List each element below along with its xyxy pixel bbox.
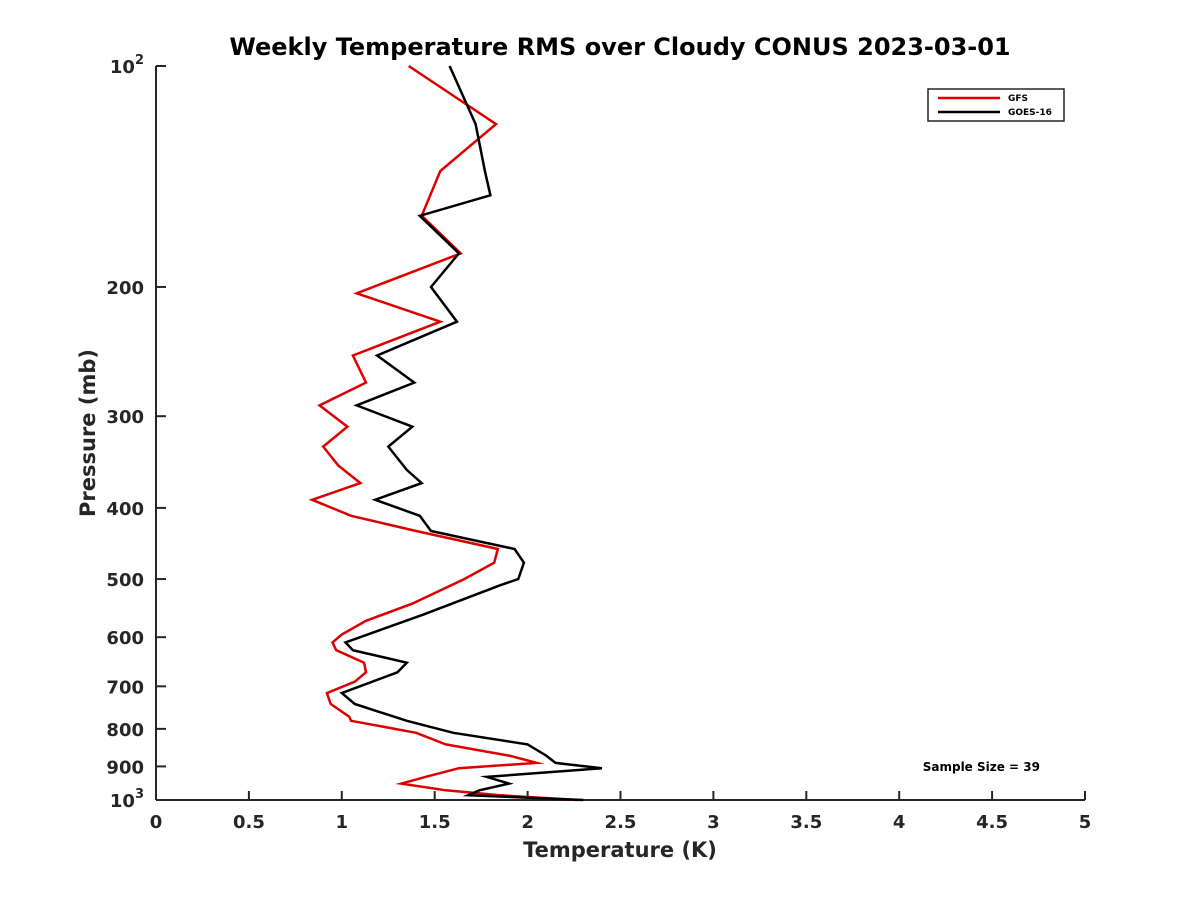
legend-box [927,88,1065,122]
y-tick-label: 700 [106,677,144,698]
chart-title: Weekly Temperature RMS over Cloudy CONUS… [229,33,1010,61]
y-axis-label: Pressure (mb) [76,349,100,517]
x-tick-label: 1 [336,812,349,833]
x-tick-label: 5 [1079,812,1092,833]
x-tick-label: 4.5 [976,812,1008,833]
x-tick-label: 3 [707,812,720,833]
y-tick-label: 900 [106,757,144,778]
y-tick-label: 102 [110,53,144,78]
legend-label: GOES-16 [1008,108,1052,118]
x-tick-label: 0.5 [233,812,265,833]
x-tick-label: 2.5 [605,812,637,833]
x-tick-label: 2 [521,812,534,833]
x-tick-label: 3.5 [790,812,822,833]
y-tick-label: 500 [106,570,144,591]
series-line-goes-16 [339,65,603,802]
sample-size-annotation: Sample Size = 39 [923,760,1040,774]
y-tick-label: 300 [106,407,144,428]
y-tick-label: 400 [106,499,144,520]
legend: GFS GOES-16 [927,88,1065,122]
x-tick-label: 4 [893,812,906,833]
y-tick-label: 800 [106,720,144,741]
x-tick-label: 1.5 [419,812,451,833]
y-tick-label: 103 [110,787,144,812]
y-tick-label: 600 [106,628,144,649]
x-tick-label: 0 [150,812,163,833]
axes: 0 0.5 1 1.5 2 2.5 3 3.5 4 4.5 5 102 200 300 400 500 600 7… [106,53,1091,833]
y-tick-label: 200 [106,278,144,299]
legend-label: GFS [1008,94,1028,104]
x-axis-label: Temperature (K) [523,838,717,862]
series-layer [308,64,603,802]
series-line-gfs [308,64,578,802]
